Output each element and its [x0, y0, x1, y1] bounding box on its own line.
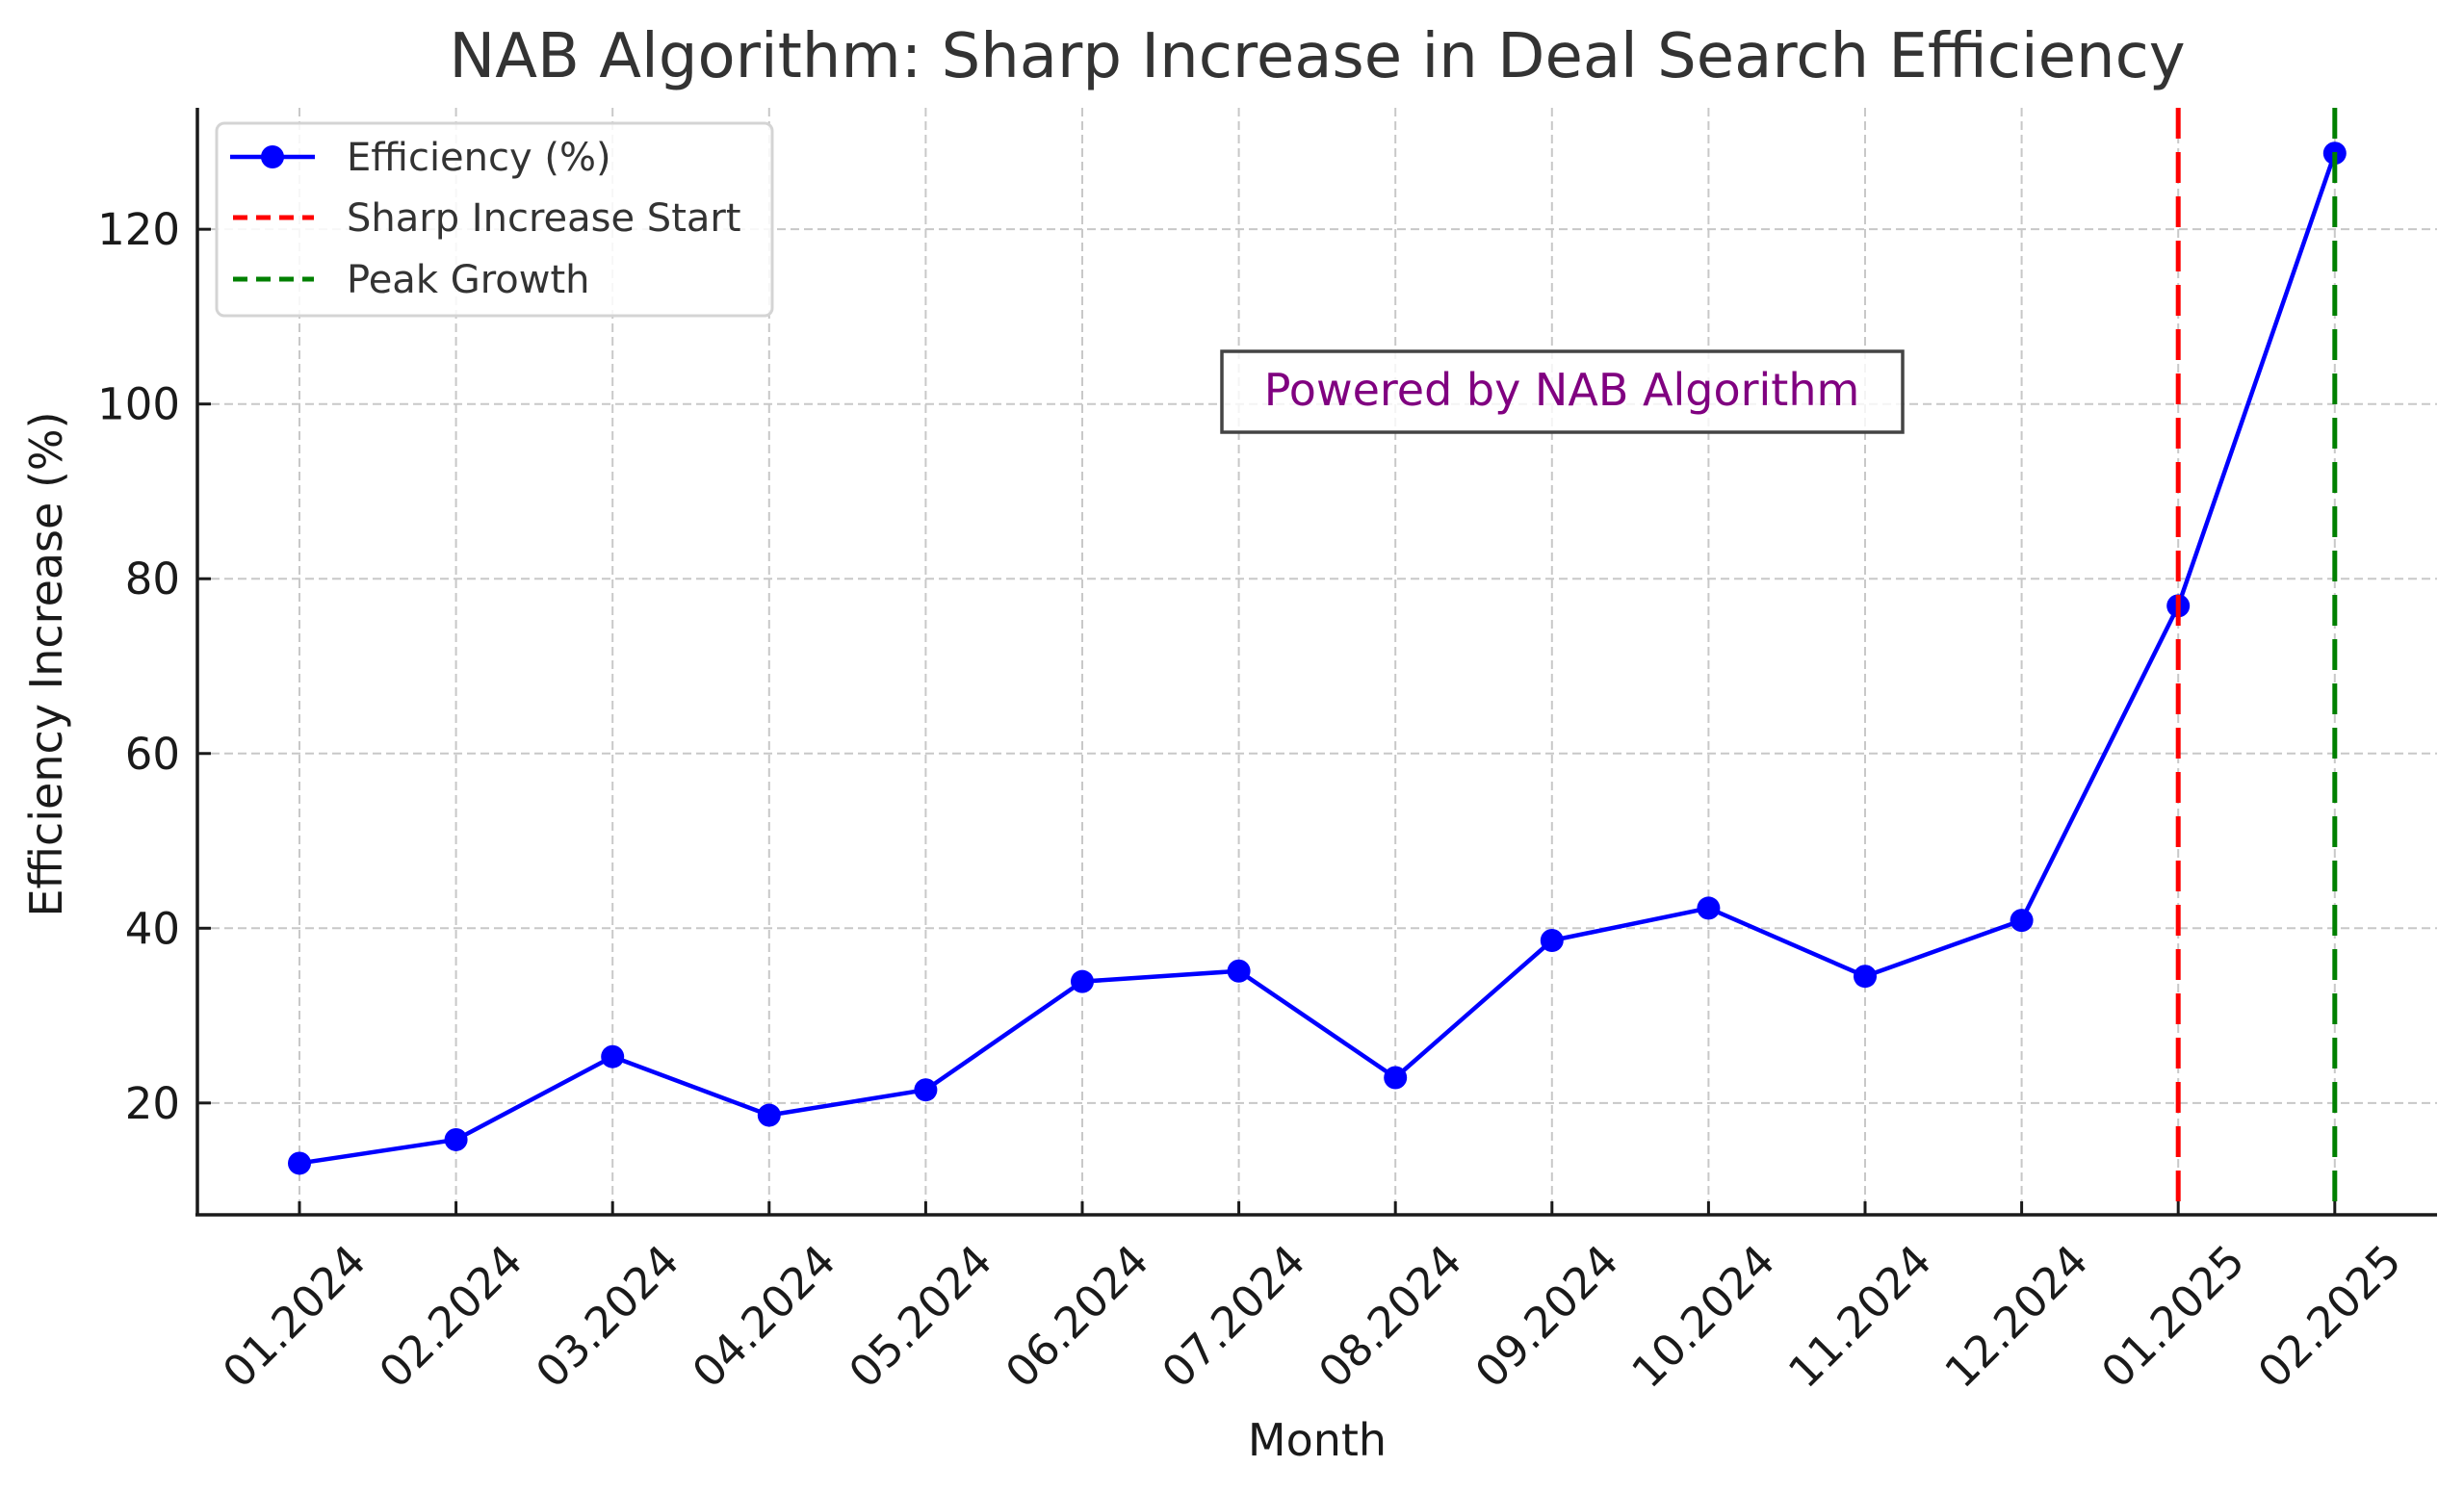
legend-label: Efficiency (%) — [347, 136, 611, 180]
data-point — [914, 1078, 938, 1102]
data-point — [757, 1103, 781, 1127]
y-tick-label: 40 — [125, 903, 180, 954]
data-point — [444, 1127, 468, 1151]
chart-title: NAB Algorithm: Sharp Increase in Deal Se… — [449, 21, 2185, 92]
y-tick-label: 60 — [125, 729, 180, 780]
data-point — [1697, 896, 1721, 920]
x-tick-label: 11.2024 — [1778, 1235, 1941, 1398]
legend-frame — [215, 121, 774, 318]
data-point — [1854, 965, 1877, 989]
annotation-box: Powered by NAB Algorithm — [1220, 349, 1905, 434]
y-tick-label: 100 — [97, 379, 180, 430]
data-point — [601, 1044, 625, 1068]
legend-label: Sharp Increase Start — [347, 196, 741, 241]
x-tick-label: 09.2024 — [1465, 1235, 1628, 1398]
x-tick-label: 12.2024 — [1935, 1235, 2098, 1398]
x-tick-label: 04.2024 — [683, 1235, 845, 1398]
x-tick-label: 10.2024 — [1621, 1235, 1784, 1398]
annotation-frame — [1220, 349, 1905, 434]
x-tick-label: 02.2025 — [2248, 1235, 2411, 1398]
legend-label: Peak Growth — [347, 258, 589, 302]
x-tick-label: 02.2024 — [370, 1235, 532, 1398]
data-point — [288, 1151, 311, 1175]
legend-item-efficiency: Efficiency (%) — [230, 136, 611, 180]
axes — [195, 108, 2437, 1217]
x-tick-label: 05.2024 — [839, 1235, 1001, 1398]
y-tick-label: 20 — [125, 1078, 180, 1129]
legend-item-peak-growth: Peak Growth — [233, 258, 589, 302]
y-ticks: 20 40 60 80 100 120 — [97, 204, 211, 1129]
annotation-text: Powered by NAB Algorithm — [1264, 364, 1860, 416]
reference-lines — [2175, 108, 2338, 1215]
data-point — [1384, 1066, 1408, 1090]
data-point — [1227, 959, 1251, 983]
y-tick-label: 80 — [125, 553, 180, 605]
x-axis-label: Month — [1248, 1414, 1387, 1466]
x-ticks: 01.202402.202403.202404.202405.202406.20… — [213, 1201, 2411, 1398]
x-tick-label: 06.2024 — [996, 1235, 1158, 1398]
x-tick-label: 01.2024 — [213, 1235, 376, 1398]
y-tick-label: 120 — [97, 204, 180, 255]
data-point — [1540, 928, 1564, 952]
x-tick-label: 07.2024 — [1153, 1235, 1315, 1398]
series-line — [298, 152, 2337, 1166]
legend-marker-icon — [261, 145, 284, 168]
series — [288, 142, 2347, 1175]
x-tick-label: 08.2024 — [1309, 1235, 1471, 1398]
data-point — [2010, 909, 2034, 933]
x-tick-label: 01.2025 — [2091, 1235, 2254, 1398]
x-tick-label: 03.2024 — [526, 1235, 688, 1398]
y-axis-label: Efficiency Increase (%) — [20, 411, 72, 916]
data-point — [1071, 969, 1094, 993]
legend: Efficiency (%) Sharp Increase Start Peak… — [215, 121, 774, 318]
legend-item-sharp-increase: Sharp Increase Start — [233, 196, 741, 241]
